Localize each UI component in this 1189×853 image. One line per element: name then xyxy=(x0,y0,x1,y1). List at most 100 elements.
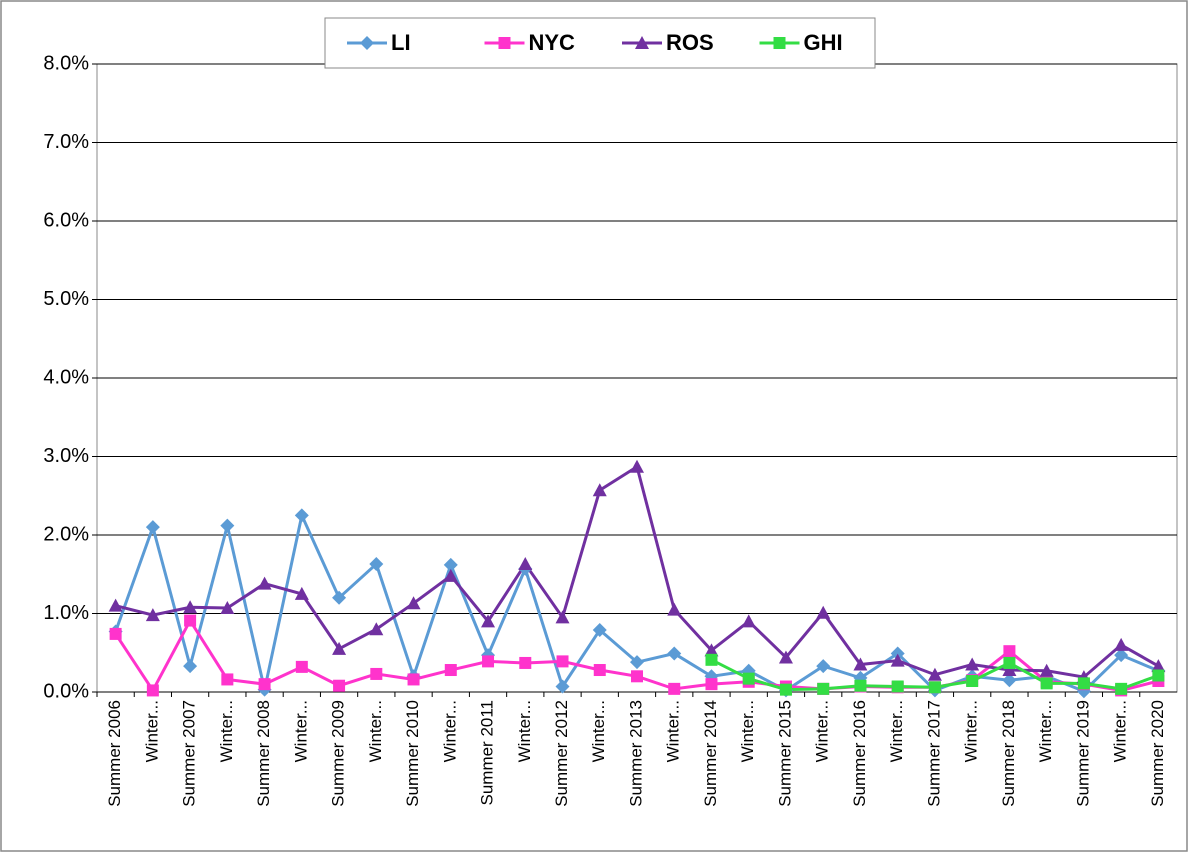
marker xyxy=(705,653,718,666)
marker xyxy=(184,614,197,627)
x-tick-label: Winter... xyxy=(142,700,161,762)
marker xyxy=(370,667,383,680)
marker xyxy=(928,681,941,694)
marker xyxy=(183,600,198,614)
marker xyxy=(556,655,569,668)
marker xyxy=(742,672,755,685)
marker xyxy=(294,586,309,600)
marker xyxy=(667,602,682,616)
x-tick-label: Summer 2006 xyxy=(105,700,124,807)
marker xyxy=(817,682,830,695)
marker xyxy=(890,646,905,661)
legend-marker xyxy=(360,36,374,50)
marker xyxy=(369,557,384,572)
marker xyxy=(1002,673,1017,688)
x-tick-label: Winter... xyxy=(738,700,757,762)
marker xyxy=(890,653,905,667)
marker xyxy=(1151,659,1166,673)
y-tick-label: 5.0% xyxy=(43,288,89,310)
marker xyxy=(593,664,606,677)
x-tick-label: Summer 2018 xyxy=(999,700,1018,807)
marker xyxy=(108,598,123,612)
marker xyxy=(295,660,308,673)
y-tick-label: 3.0% xyxy=(43,445,89,467)
x-tick-label: Summer 2015 xyxy=(775,700,794,807)
marker xyxy=(443,568,458,582)
marker xyxy=(631,670,643,683)
marker xyxy=(443,557,458,572)
x-tick-label: Winter... xyxy=(962,700,981,762)
marker xyxy=(1152,669,1165,682)
x-tick-label: Summer 2014 xyxy=(701,700,720,807)
marker xyxy=(518,557,533,571)
marker xyxy=(145,608,160,622)
marker xyxy=(853,657,868,671)
legend-label: LI xyxy=(391,30,411,55)
marker xyxy=(1077,677,1090,690)
x-tick-label: Winter... xyxy=(813,700,832,762)
marker xyxy=(1040,677,1053,690)
marker xyxy=(1114,648,1129,663)
marker xyxy=(406,596,421,610)
marker xyxy=(482,655,495,668)
marker xyxy=(444,664,457,677)
marker xyxy=(257,576,272,590)
marker xyxy=(258,678,271,691)
x-tick-label: Summer 2008 xyxy=(254,700,273,807)
y-tick-label: 0.0% xyxy=(43,680,89,702)
marker xyxy=(630,459,644,473)
legend-label: NYC xyxy=(529,30,576,55)
marker xyxy=(294,508,309,523)
x-tick-label: Summer 2017 xyxy=(924,700,943,807)
marker xyxy=(1114,637,1129,651)
marker xyxy=(481,614,496,628)
marker xyxy=(555,679,570,694)
x-tick-label: Winter... xyxy=(291,700,310,762)
marker xyxy=(332,641,347,655)
x-tick-label: Summer 2010 xyxy=(403,700,422,807)
x-tick-label: Summer 2011 xyxy=(478,700,497,806)
marker xyxy=(816,605,831,619)
x-tick-label: Winter... xyxy=(217,700,236,762)
marker xyxy=(407,673,420,686)
x-tick-label: Winter... xyxy=(1111,700,1130,762)
marker xyxy=(1003,645,1016,658)
x-tick-label: Summer 2007 xyxy=(180,700,199,807)
marker xyxy=(966,675,979,688)
marker xyxy=(146,684,159,697)
x-tick-label: Summer 2019 xyxy=(1073,700,1092,807)
x-tick-label: Summer 2012 xyxy=(552,700,571,807)
x-tick-label: Summer 2013 xyxy=(626,700,645,807)
x-tick-label: Winter... xyxy=(1036,700,1055,762)
x-tick-label: Summer 2020 xyxy=(1148,700,1167,807)
y-tick-label: 8.0% xyxy=(43,52,89,74)
marker xyxy=(854,679,867,692)
marker xyxy=(332,590,347,605)
marker xyxy=(891,680,904,693)
marker xyxy=(1002,663,1017,677)
marker xyxy=(555,610,570,624)
marker xyxy=(592,483,607,497)
marker xyxy=(705,678,718,691)
marker xyxy=(145,520,160,535)
marker xyxy=(1115,682,1128,695)
y-tick-label: 2.0% xyxy=(43,523,89,545)
marker xyxy=(667,646,682,661)
legend-marker xyxy=(498,37,511,49)
marker xyxy=(333,679,346,692)
x-tick-label: Summer 2016 xyxy=(850,700,869,807)
marker xyxy=(630,655,644,670)
legend-label: GHI xyxy=(804,30,843,55)
x-tick-label: Winter... xyxy=(664,700,683,762)
y-tick-label: 6.0% xyxy=(43,209,89,231)
marker xyxy=(592,622,607,637)
marker xyxy=(668,682,681,695)
marker xyxy=(519,656,532,669)
marker xyxy=(369,622,384,636)
x-tick-label: Winter... xyxy=(887,700,906,762)
x-tick-label: Winter... xyxy=(589,700,608,762)
marker xyxy=(1003,656,1016,669)
marker xyxy=(779,683,792,696)
x-tick-label: Winter... xyxy=(366,700,385,762)
